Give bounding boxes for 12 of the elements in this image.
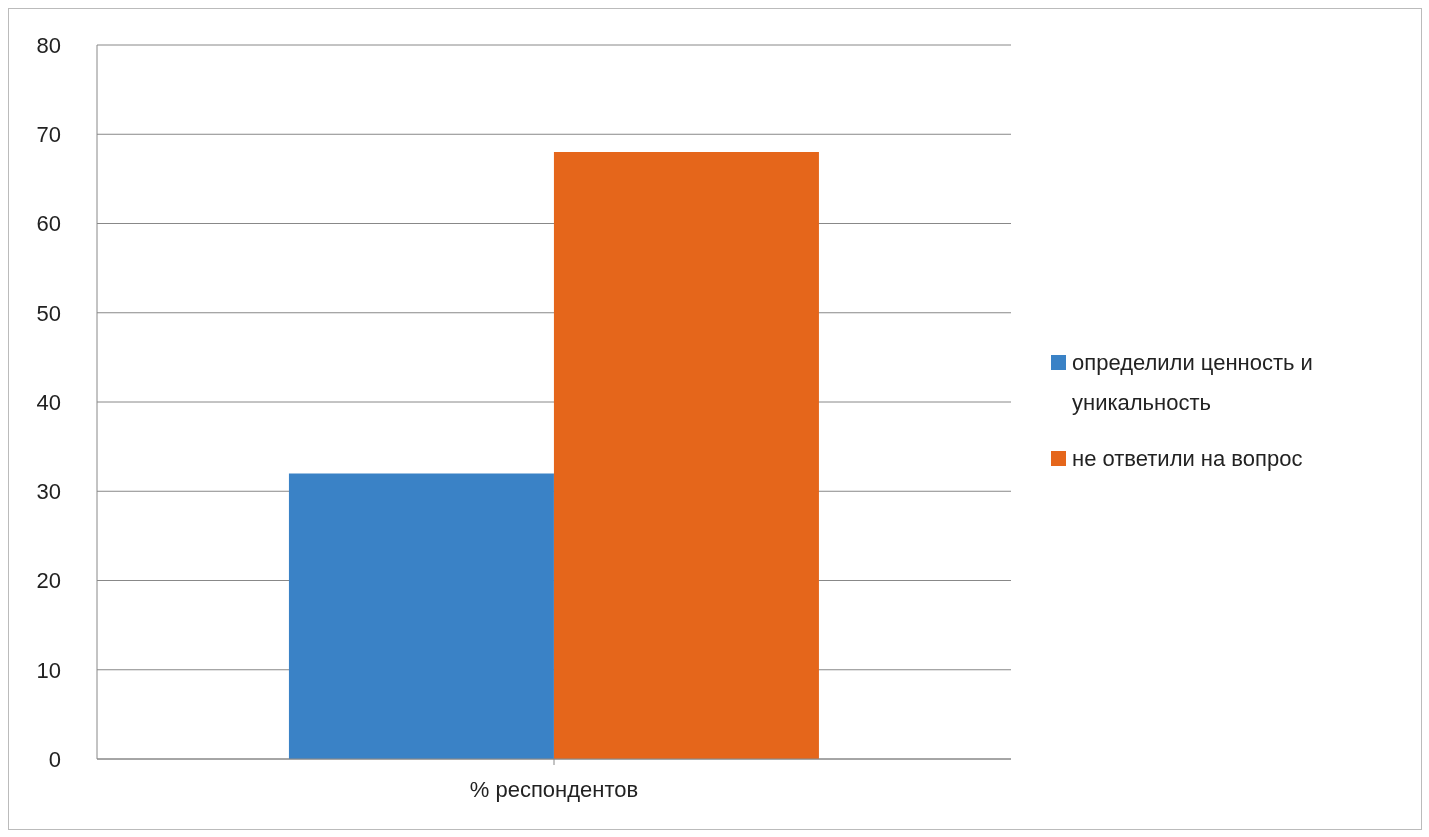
y-tick-label: 50 (36, 300, 61, 326)
y-tick-label: 70 (36, 122, 61, 148)
y-tick-label: 30 (36, 479, 61, 505)
legend-label: не ответили на вопрос (1072, 445, 1303, 473)
y-tick-label: 60 (36, 211, 61, 237)
y-tick-label: 10 (36, 657, 61, 683)
y-tick-label: 0 (48, 746, 61, 772)
x-tick-label: % респондентов (469, 776, 639, 802)
y-tick-label: 40 (36, 389, 61, 415)
y-tick-label: 80 (36, 32, 61, 58)
y-tick-label: 20 (36, 568, 61, 594)
legend-label: определили ценность и уникальность (1072, 349, 1314, 417)
